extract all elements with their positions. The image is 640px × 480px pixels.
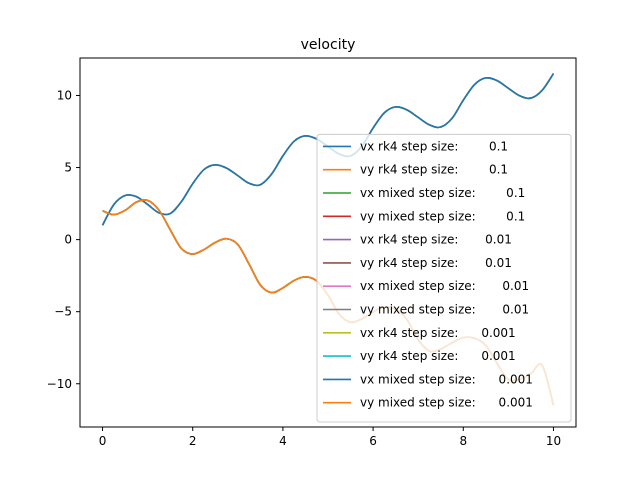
x-axis: 0 2 4 6 8 10: [99, 427, 561, 448]
legend-label: vx rk4 step size: 0.1: [360, 139, 508, 153]
legend-label: vx rk4 step size: 0.01: [360, 233, 512, 247]
legend-label: vy mixed step size: 0.01: [360, 303, 529, 317]
legend-label: vx mixed step size: 0.01: [360, 279, 529, 293]
y-tick-label: 0: [64, 233, 72, 247]
x-tick-label: 4: [279, 434, 287, 448]
x-tick-label: 8: [459, 434, 467, 448]
x-tick-label: 6: [369, 434, 377, 448]
legend-label: vx rk4 step size: 0.001: [360, 326, 516, 340]
legend-label: vy rk4 step size: 0.001: [360, 349, 516, 363]
legend-label: vy mixed step size: 0.1: [360, 209, 525, 223]
y-axis: −10 −5 0 5 10: [47, 88, 80, 391]
legend-box: [316, 133, 572, 423]
legend-label: vx mixed step size: 0.1: [360, 186, 525, 200]
x-tick-label: 10: [546, 434, 561, 448]
legend-label: vx mixed step size: 0.001: [360, 372, 533, 386]
x-tick-label: 0: [99, 434, 107, 448]
plot-frame: [79, 57, 577, 428]
legend-label: vy rk4 step size: 0.01: [360, 256, 512, 270]
y-tick-label: 10: [57, 88, 72, 102]
y-tick-label: −10: [47, 377, 72, 391]
chart-title: velocity: [301, 37, 356, 53]
y-tick-label: 5: [64, 161, 72, 175]
x-tick-label: 2: [189, 434, 197, 448]
y-tick-label: −5: [54, 305, 72, 319]
legend: vx rk4 step size: 0.1 vy rk4 step size: 0…: [316, 133, 572, 423]
legend-label: vy mixed step size: 0.001: [360, 396, 533, 410]
legend-label: vy rk4 step size: 0.1: [360, 163, 508, 177]
